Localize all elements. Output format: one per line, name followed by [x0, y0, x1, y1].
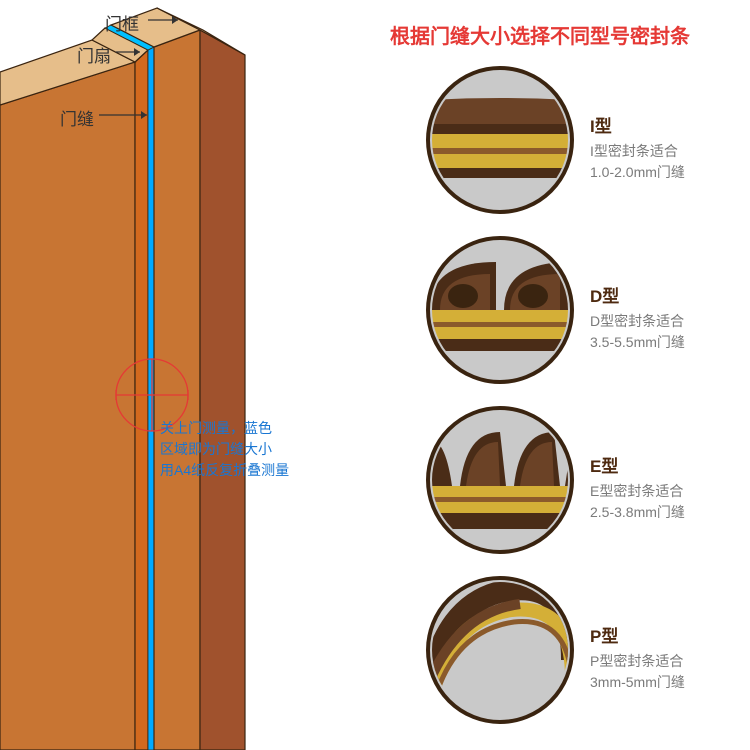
type-e-title: E型 — [590, 452, 685, 477]
type-block-e: E型 E型密封条适合2.5-3.8mm门缝 — [590, 452, 685, 523]
type-i-desc: I型密封条适合1.0-2.0mm门缝 — [590, 141, 685, 183]
circle-d-type — [428, 238, 572, 382]
type-block-d: D型 D型密封条适合3.5-5.5mm门缝 — [590, 282, 685, 353]
circle-i-type — [428, 68, 572, 212]
type-d-desc: D型密封条适合3.5-5.5mm门缝 — [590, 311, 685, 353]
type-p-desc: P型密封条适合3mm-5mm门缝 — [590, 651, 685, 693]
type-d-title: D型 — [590, 282, 685, 307]
type-block-p: P型 P型密封条适合3mm-5mm门缝 — [590, 622, 685, 693]
circle-e-type — [428, 408, 572, 552]
type-e-desc: E型密封条适合2.5-3.8mm门缝 — [590, 481, 685, 523]
circle-p-type — [428, 578, 572, 728]
type-i-title: I型 — [590, 112, 685, 137]
type-p-title: P型 — [590, 622, 685, 647]
type-block-i: I型 I型密封条适合1.0-2.0mm门缝 — [590, 112, 685, 183]
